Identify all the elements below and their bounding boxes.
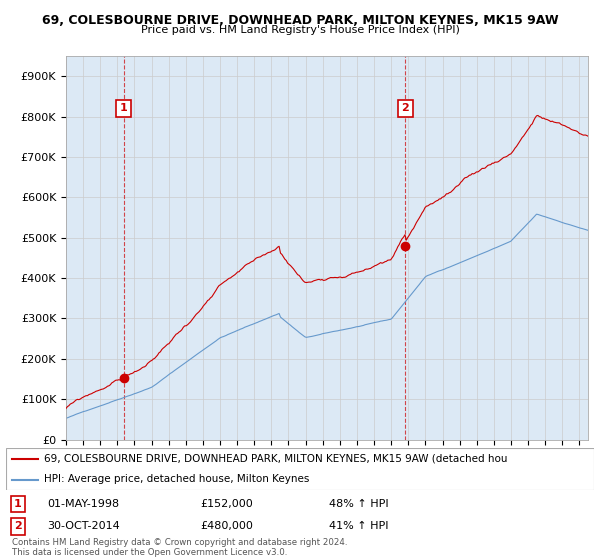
Text: 48% ↑ HPI: 48% ↑ HPI bbox=[329, 499, 389, 509]
Text: 2: 2 bbox=[14, 521, 22, 531]
FancyBboxPatch shape bbox=[6, 448, 594, 490]
Text: £480,000: £480,000 bbox=[200, 521, 253, 531]
Text: 01-MAY-1998: 01-MAY-1998 bbox=[47, 499, 119, 509]
Text: 69, COLESBOURNE DRIVE, DOWNHEAD PARK, MILTON KEYNES, MK15 9AW: 69, COLESBOURNE DRIVE, DOWNHEAD PARK, MI… bbox=[41, 14, 559, 27]
Text: Price paid vs. HM Land Registry's House Price Index (HPI): Price paid vs. HM Land Registry's House … bbox=[140, 25, 460, 35]
Text: Contains HM Land Registry data © Crown copyright and database right 2024.
This d: Contains HM Land Registry data © Crown c… bbox=[12, 538, 347, 557]
Text: £152,000: £152,000 bbox=[200, 499, 253, 509]
Text: 2: 2 bbox=[401, 104, 409, 114]
Text: 30-OCT-2014: 30-OCT-2014 bbox=[47, 521, 120, 531]
Text: 41% ↑ HPI: 41% ↑ HPI bbox=[329, 521, 389, 531]
Text: 1: 1 bbox=[14, 499, 22, 509]
Text: HPI: Average price, detached house, Milton Keynes: HPI: Average price, detached house, Milt… bbox=[44, 474, 310, 484]
Text: 69, COLESBOURNE DRIVE, DOWNHEAD PARK, MILTON KEYNES, MK15 9AW (detached hou: 69, COLESBOURNE DRIVE, DOWNHEAD PARK, MI… bbox=[44, 454, 508, 464]
Text: 1: 1 bbox=[120, 104, 128, 114]
